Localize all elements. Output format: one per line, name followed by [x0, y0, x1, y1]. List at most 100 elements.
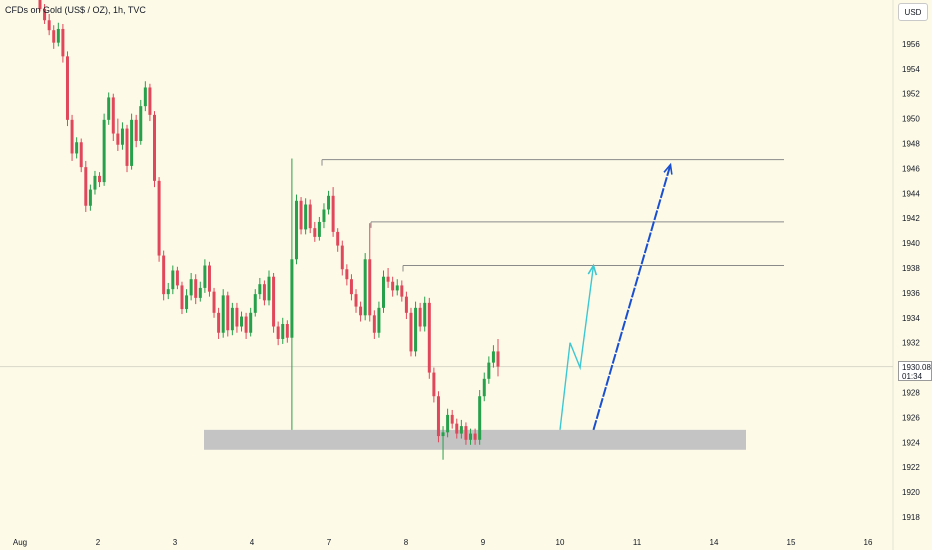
candle-body	[148, 87, 152, 115]
candle-body	[404, 296, 408, 313]
candle-body	[285, 324, 289, 338]
last-price-tag: 1930.08 01:34	[898, 361, 932, 381]
y-tick-label: 1940	[902, 239, 920, 248]
candle-body	[139, 106, 143, 142]
candle-body	[43, 9, 47, 21]
candle-body	[166, 289, 170, 295]
candle-body	[446, 414, 450, 433]
projection-path-blue	[592, 164, 672, 431]
y-tick-label: 1952	[902, 90, 920, 99]
candle-body	[322, 209, 326, 222]
candle-body	[93, 175, 97, 190]
candle-body	[143, 87, 147, 107]
candle-body	[473, 433, 477, 440]
candle-body	[88, 189, 92, 206]
candle-body	[290, 259, 294, 338]
x-tick-label: 11	[633, 538, 642, 547]
candle-body	[107, 97, 111, 120]
candle-body	[478, 396, 482, 440]
last-price-value: 1930.08	[902, 363, 931, 372]
y-tick-label: 1950	[902, 115, 920, 124]
candle-body	[157, 180, 161, 256]
y-tick-label: 1926	[902, 413, 920, 422]
candle-body	[299, 200, 303, 230]
candle-body	[162, 255, 166, 295]
candle-body	[120, 128, 124, 145]
candle-body	[47, 20, 51, 31]
x-tick-label: 4	[250, 538, 255, 547]
x-tick-label: 16	[864, 538, 873, 547]
candle-body	[79, 142, 83, 168]
candle-body	[189, 279, 193, 296]
candle-body	[382, 276, 385, 308]
candle-body	[496, 351, 500, 367]
candle-body	[70, 119, 74, 154]
candle-body	[441, 432, 445, 437]
candle-body	[294, 200, 298, 260]
candle-body	[409, 312, 413, 352]
candle-body	[258, 284, 262, 295]
candle-body	[235, 307, 239, 327]
candle-body	[230, 307, 234, 331]
candle-body	[304, 204, 308, 230]
candle-body	[418, 307, 422, 327]
y-tick-label: 1956	[902, 40, 920, 49]
candle-body	[84, 167, 88, 206]
candle-body	[313, 228, 317, 237]
y-tick-label: 1954	[902, 65, 920, 74]
candle-body	[459, 426, 463, 434]
candle-body	[171, 270, 175, 290]
candle-body	[38, 0, 42, 10]
candle-body	[207, 265, 211, 292]
candle-body	[65, 56, 69, 120]
candle-body	[377, 307, 381, 333]
candle-body	[395, 285, 399, 291]
y-tick-label: 1928	[902, 389, 920, 398]
x-tick-label: 7	[327, 538, 332, 547]
x-tick-label: Aug	[13, 538, 27, 547]
currency-button[interactable]: USD	[898, 3, 928, 21]
candle-body	[327, 195, 331, 210]
y-tick-label: 1932	[902, 339, 920, 348]
candle-body	[130, 119, 134, 166]
candle-body	[194, 279, 198, 298]
candle-body	[134, 119, 138, 142]
projection-path-cyan	[559, 265, 595, 430]
y-tick-label: 1948	[902, 140, 920, 149]
candle-body	[345, 269, 349, 280]
candle-body	[469, 433, 473, 440]
candle-body	[455, 423, 459, 434]
candle-body	[427, 302, 431, 373]
candle-body	[450, 414, 454, 424]
y-tick-label: 1920	[902, 488, 920, 497]
candle-body	[175, 270, 179, 286]
candle-body	[272, 276, 276, 327]
y-tick-label: 1946	[902, 164, 920, 173]
candle-body	[75, 142, 79, 154]
candle-body	[349, 279, 353, 295]
y-tick-label: 1918	[902, 513, 920, 522]
candle-body	[125, 128, 129, 166]
candle-body	[249, 312, 253, 333]
candle-body	[436, 396, 440, 437]
x-tick-label: 15	[787, 538, 796, 547]
candle-body	[267, 276, 271, 301]
candle-body	[368, 259, 372, 316]
y-tick-label: 1938	[902, 264, 920, 273]
candle-body	[262, 284, 266, 301]
candle-body	[226, 295, 230, 331]
candle-body	[391, 281, 395, 291]
candle-body	[423, 302, 427, 327]
candle-body	[185, 295, 189, 310]
candle-body	[212, 291, 216, 313]
x-tick-label: 8	[404, 538, 409, 547]
candle-body	[240, 316, 244, 327]
x-tick-label: 14	[710, 538, 719, 547]
y-tick-label: 1924	[902, 438, 920, 447]
candle-body	[52, 30, 56, 43]
y-tick-label: 1944	[902, 189, 920, 198]
y-tick-label: 1936	[902, 289, 920, 298]
candle-body	[116, 133, 120, 145]
